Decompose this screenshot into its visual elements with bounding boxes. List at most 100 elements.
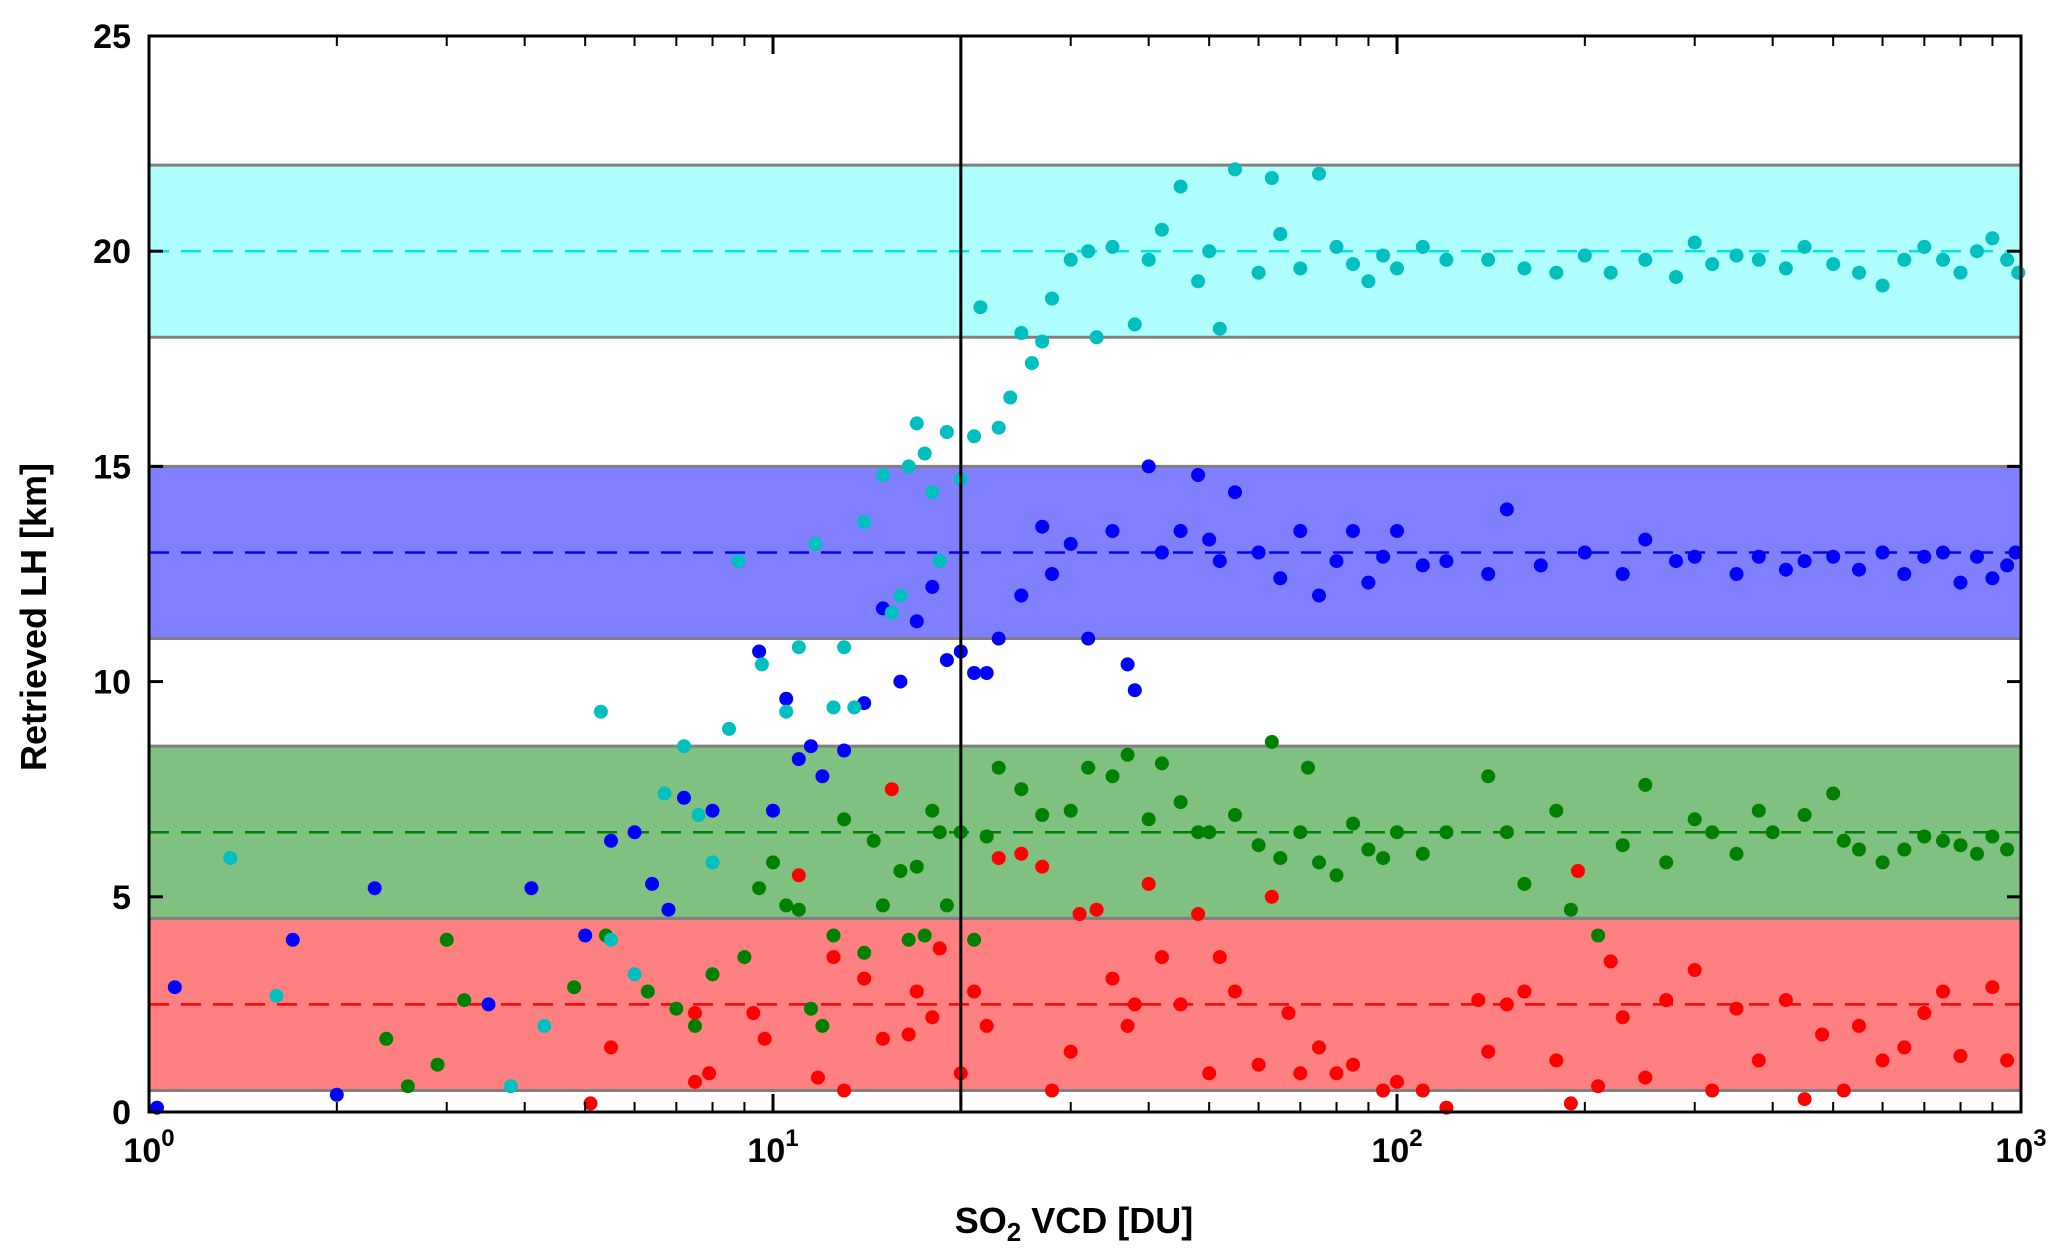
data-point [1953, 1049, 1968, 1063]
data-point [1273, 227, 1288, 241]
data-point [1035, 519, 1050, 534]
data-point [1517, 876, 1532, 891]
data-point [1281, 1006, 1296, 1020]
data-point [2000, 1053, 2015, 1068]
data-point [1852, 1018, 1866, 1033]
data-point [815, 769, 830, 784]
data-point [1202, 244, 1217, 259]
data-point [1273, 851, 1288, 866]
data-point [1751, 803, 1766, 818]
data-point [1251, 265, 1266, 280]
data-point [1852, 265, 1866, 280]
data-point [604, 932, 618, 947]
points-layer [150, 162, 2026, 1115]
y-tick-label: 15 [93, 448, 131, 486]
data-point [1953, 838, 1968, 853]
data-point [1729, 248, 1744, 263]
data-point [567, 980, 582, 995]
data-point [1751, 252, 1766, 267]
data-point [925, 485, 940, 500]
data-point [593, 704, 608, 719]
data-point [1970, 846, 1984, 861]
data-point [627, 825, 642, 840]
data-point [2000, 558, 2015, 573]
data-point [1778, 261, 1793, 276]
data-point [1141, 459, 1156, 474]
data-point [939, 898, 954, 913]
data-point [1063, 1044, 1078, 1059]
data-point [1376, 1083, 1391, 1098]
x-tick-label: 101 [747, 1125, 798, 1170]
data-point [791, 868, 806, 883]
data-point [1127, 997, 1142, 1012]
data-point [1361, 274, 1376, 289]
data-point [1481, 1044, 1496, 1059]
data-point [925, 579, 940, 594]
data-point [223, 851, 238, 866]
data-point [688, 1018, 702, 1033]
x-axis-label: SO2 VCD [DU] [955, 1200, 1193, 1247]
data-point [737, 950, 752, 965]
data-point [1329, 239, 1344, 254]
data-point [1797, 554, 1812, 569]
data-point [826, 700, 841, 715]
data-point [1173, 179, 1188, 194]
data-point [884, 605, 899, 620]
data-point [1936, 545, 1950, 560]
y-tick-label: 0 [112, 1094, 131, 1132]
data-point [1293, 524, 1308, 538]
data-point [1212, 554, 1227, 569]
data-point [1014, 782, 1029, 797]
data-point [746, 1006, 761, 1020]
data-point [1376, 851, 1391, 866]
data-point [731, 554, 746, 569]
data-point [2000, 252, 2015, 267]
data-point [779, 704, 794, 719]
data-point [1120, 657, 1135, 672]
data-point [1836, 833, 1851, 848]
data-point [400, 1079, 415, 1094]
data-point [1415, 239, 1430, 254]
data-point [1549, 265, 1564, 280]
data-point [1024, 356, 1039, 371]
data-point [1035, 334, 1050, 349]
data-point [1293, 825, 1308, 840]
data-point [439, 932, 454, 947]
data-point [1765, 825, 1780, 840]
data-point [1499, 502, 1514, 517]
data-point [1729, 1001, 1744, 1016]
data-point [1264, 889, 1279, 904]
data-point [901, 459, 916, 474]
data-point [1571, 864, 1585, 878]
data-point [1815, 1027, 1830, 1042]
data-point [1003, 390, 1018, 405]
data-point [677, 790, 691, 805]
data-point [1035, 808, 1050, 822]
data-point [1312, 855, 1326, 870]
data-point [657, 786, 672, 801]
data-point [1936, 252, 1950, 267]
tick-labels-layer: 0 5 10 15 20 25 100 101 102 103 [93, 18, 2046, 1170]
data-point [430, 1057, 445, 1072]
data-point [1191, 274, 1206, 289]
data-point [925, 1010, 940, 1025]
data-point [1154, 222, 1169, 237]
data-point [932, 554, 947, 569]
data-point [1563, 1096, 1578, 1111]
data-point [1687, 235, 1702, 250]
data-point [1329, 868, 1344, 883]
data-point [1346, 1057, 1360, 1072]
data-point [1669, 554, 1683, 569]
data-point [803, 1001, 818, 1016]
data-point [1415, 846, 1430, 861]
data-point [1251, 545, 1266, 560]
data-point [1390, 261, 1404, 276]
data-point [757, 1031, 772, 1046]
data-point [1687, 963, 1702, 977]
data-point [1985, 571, 2000, 586]
data-point [1897, 842, 1912, 857]
data-point [1875, 278, 1890, 293]
data-point [1953, 265, 1968, 280]
data-point [1577, 248, 1592, 263]
data-point [901, 932, 916, 947]
